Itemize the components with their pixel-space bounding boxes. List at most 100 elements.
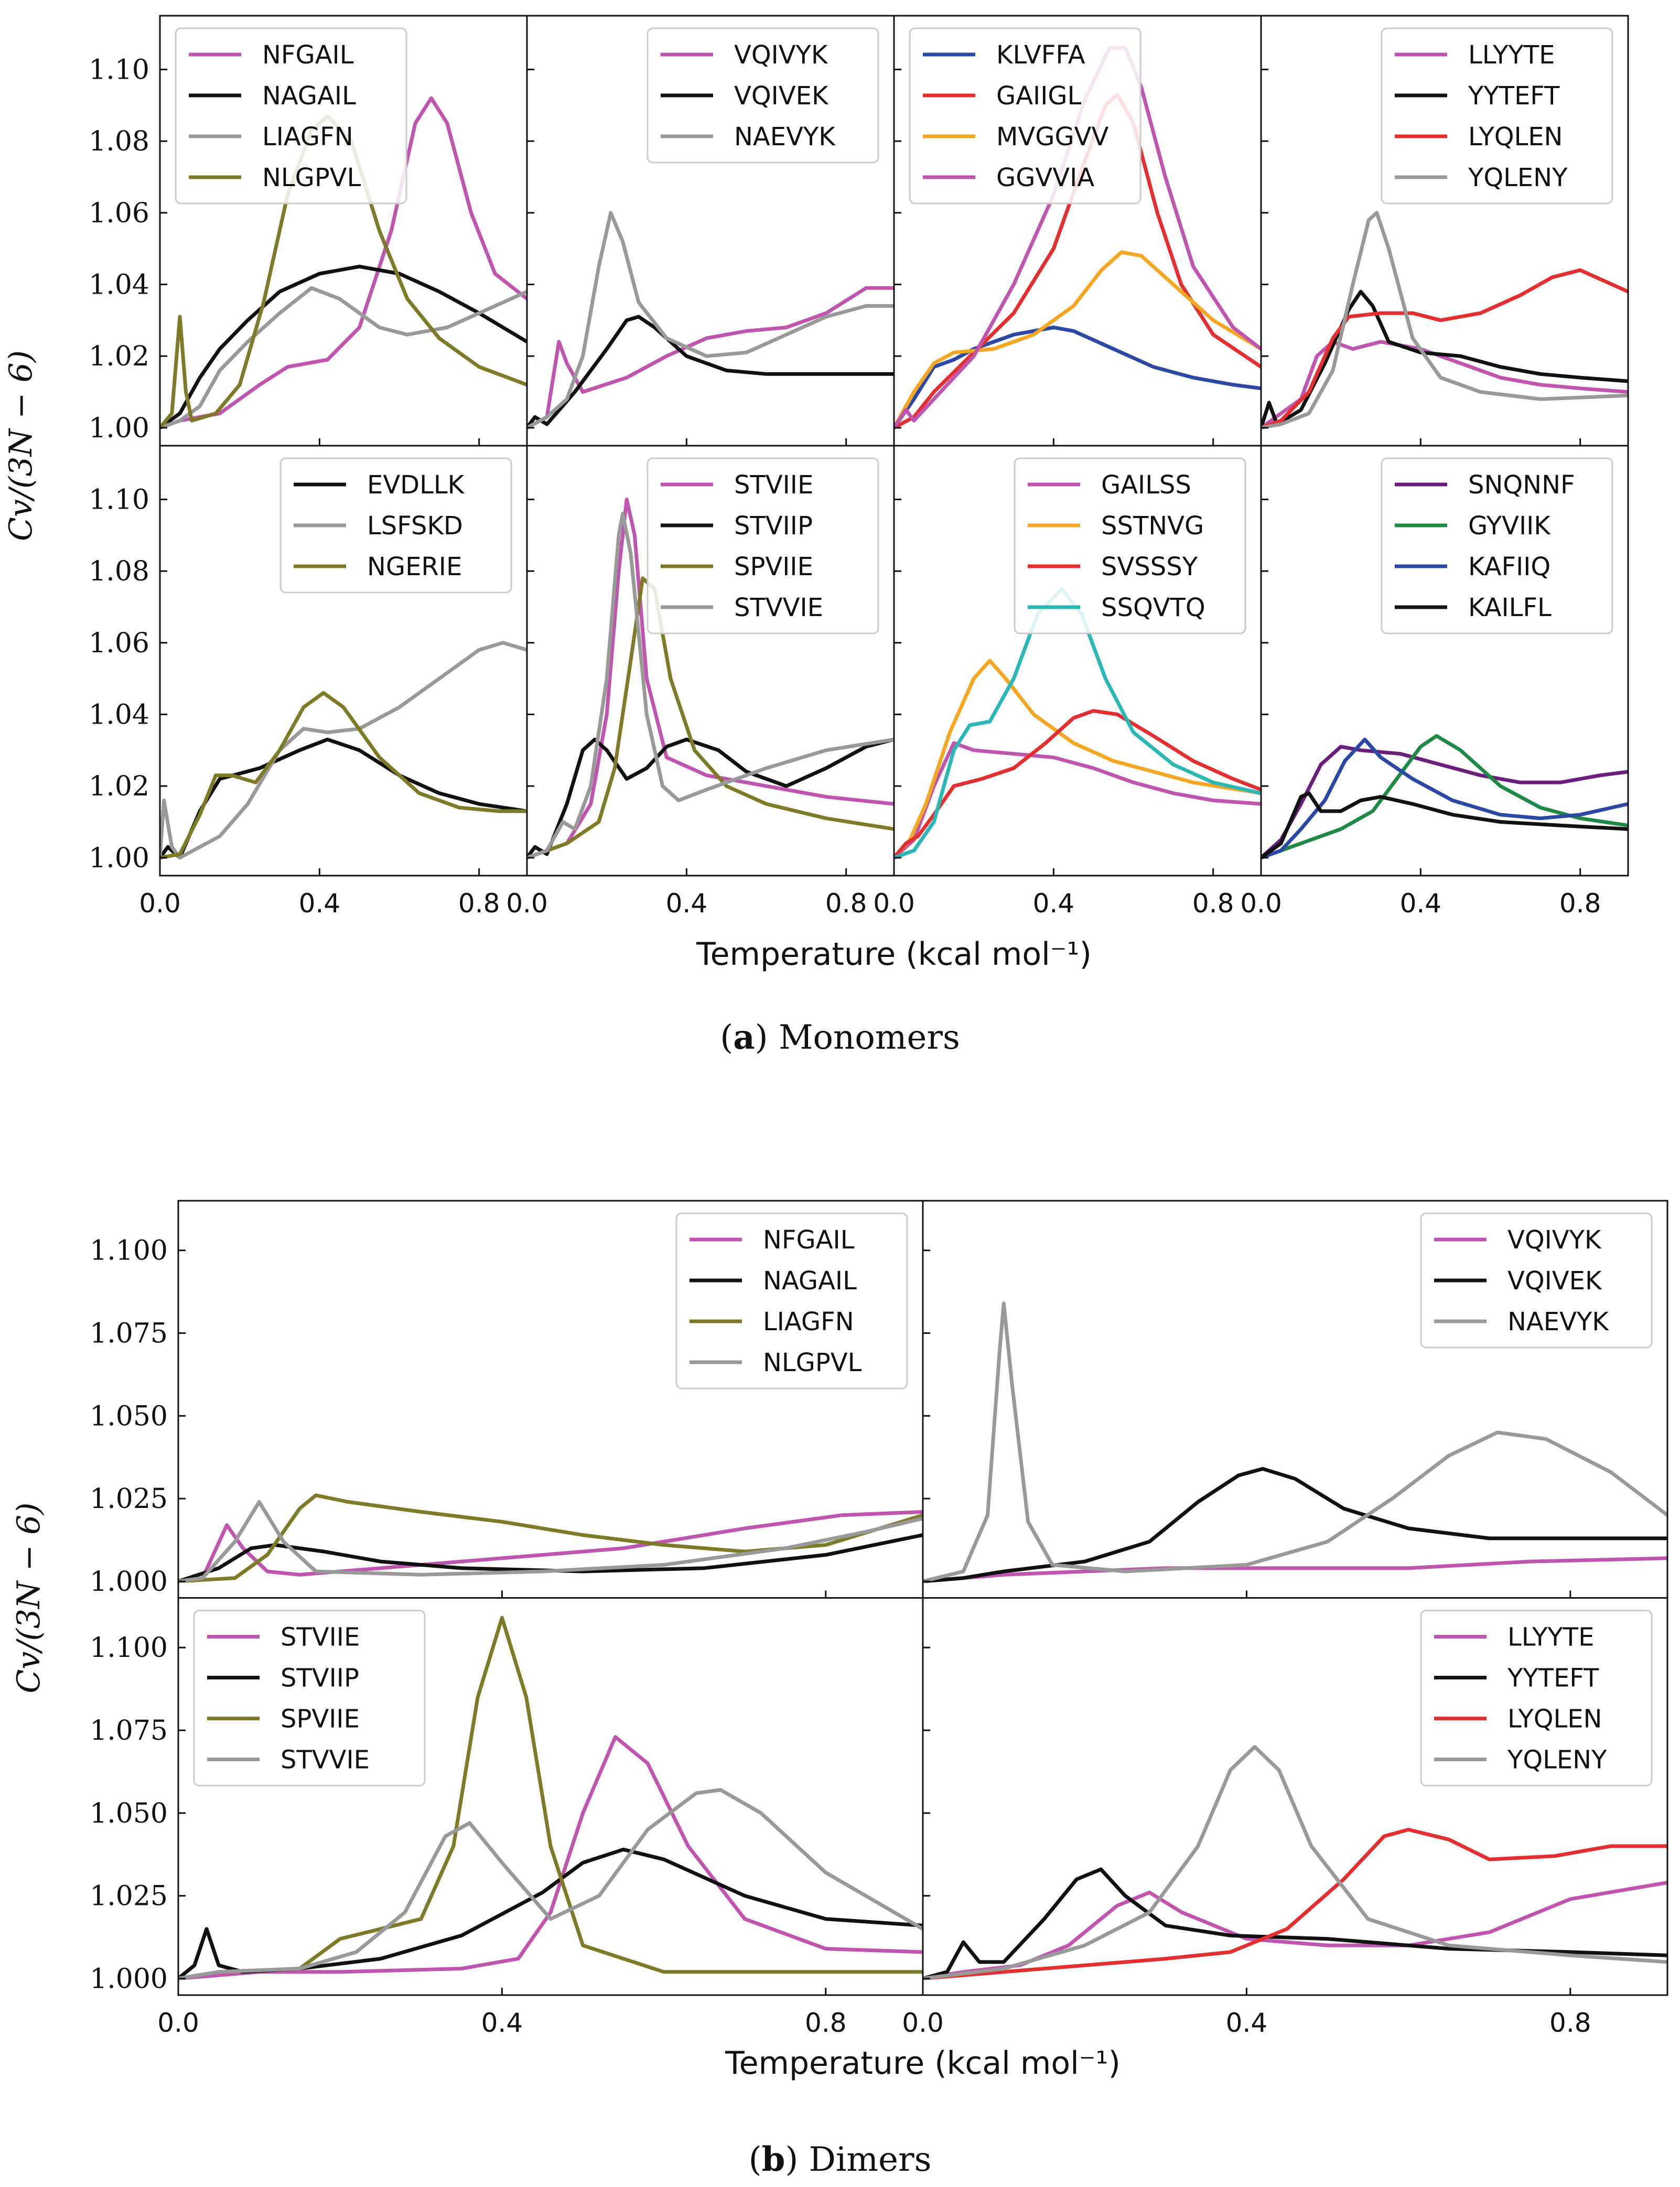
legend-box — [1381, 27, 1613, 204]
legend-box — [1014, 457, 1246, 634]
legend-label-mvggvv: MVGGVV — [996, 122, 1108, 152]
series-line-stviie — [527, 498, 894, 860]
series-line-stvvie — [178, 1788, 923, 1980]
monomers-panel-5: EVDLLK LSFSKD NGERIE 1.00 1.02 1.04 1.06 1.08 1.… — [89, 445, 528, 919]
series-line-nfgail — [160, 96, 527, 430]
x-tick-label: 0.8 — [1549, 2008, 1591, 2038]
x-tick-label: 0.8 — [458, 888, 500, 919]
legend-label-spviie: SPVIIE — [734, 552, 813, 581]
x-tick-label: 0.4 — [299, 888, 341, 919]
monomers-panel-2: VQIVYK VQIVEK NAEVYK — [526, 15, 895, 447]
legend-box — [1420, 1610, 1653, 1786]
y-axis-label: Cv/(3N − 6) — [10, 1502, 47, 1693]
series-line-yqleny — [923, 1745, 1667, 1980]
y-tick-label: 1.04 — [89, 270, 149, 301]
legend-label-ngerie: NGERIE — [367, 552, 462, 581]
series-line-yyteft — [1261, 289, 1628, 430]
legend-label-stviie: STVIIE — [281, 1623, 360, 1652]
x-tick-label: 0.0 — [157, 2008, 199, 2038]
legend-box — [1420, 1212, 1653, 1349]
legend-label-evdllk: EVDLLK — [367, 470, 465, 500]
monomers-panel-1: NFGAIL NAGAIL LIAGFN NLGPVL 1.00 1.02 1.04 1.06… — [89, 15, 528, 447]
x-tick-label: 0.8 — [1192, 888, 1234, 919]
series-line-lsfskd — [160, 641, 527, 860]
series-line-stviip — [178, 1847, 923, 1980]
y-tick-label: 1.075 — [90, 1715, 168, 1747]
y-tick-label: 1.100 — [90, 1235, 168, 1267]
legend-label-nlgpvl: NLGPVL — [262, 163, 361, 192]
series-line-kailfl — [1261, 791, 1628, 860]
y-tick-label: 1.000 — [90, 1566, 168, 1598]
x-tick-label: 0.0 — [1240, 888, 1282, 919]
legend-box — [193, 1610, 426, 1786]
legend: NFGAIL NAGAIL LIAGFN NLGPVL — [675, 1212, 908, 1389]
legend-label-ssqvtq: SSQVTQ — [1101, 593, 1205, 622]
y-tick-label: 1.06 — [89, 198, 149, 229]
legend-label-liagfn: LIAGFN — [763, 1307, 854, 1337]
y-tick-label: 1.08 — [89, 556, 149, 587]
legend-label-yqleny: YQLENY — [1468, 163, 1568, 192]
series-line-ngerie — [160, 691, 527, 860]
legend-label-stviip: STVIIP — [734, 511, 813, 541]
legend-label-yyteft: YYTEFT — [1468, 81, 1560, 111]
legend-label-kailfl: KAILFL — [1468, 593, 1552, 622]
x-tick-label: 0.8 — [825, 888, 867, 919]
monomers-panel-4: LLYYTE YYTEFT LYQLEN YQLENY — [1260, 15, 1629, 447]
y-tick-label: 1.025 — [90, 1483, 168, 1515]
series-line-stvvie — [527, 512, 894, 860]
series-line-yyteft — [923, 1867, 1667, 1980]
dimers-panel-2: VQIVYK VQIVEK NAEVYK — [922, 1200, 1668, 1599]
monomers-panel-6: STVIIE STVIIP SPVIIE STVVIE 0.0 0.4 0.8 — [506, 445, 895, 919]
legend-label-llyyte: LLYYTE — [1468, 40, 1555, 70]
legend-label-yyteft: YYTEFT — [1507, 1664, 1599, 1693]
series-line-yqleny — [1261, 211, 1628, 430]
x-tick-label: 0.4 — [666, 888, 708, 919]
y-tick-label: 1.000 — [90, 1963, 168, 1995]
series-line-nagail — [160, 264, 527, 430]
legend: LLYYTE YYTEFT LYQLEN YQLENY — [1381, 27, 1613, 204]
y-axis-label: Cv/(3N − 6) — [3, 350, 39, 541]
legend-label-nlgpvl: NLGPVL — [763, 1348, 862, 1377]
legend-label-snqnnf: SNQNNF — [1468, 470, 1575, 500]
legend-box — [647, 457, 879, 634]
legend-box — [675, 1212, 908, 1389]
legend-label-gyviik: GYVIIK — [1468, 511, 1551, 541]
series-line-vqivek — [527, 315, 894, 430]
y-tick-label: 1.06 — [89, 628, 149, 659]
dimers-panel-3: STVIIE STVIIP SPVIIE STVVIE 1.000 1.025 1.050 1… — [90, 1597, 924, 2038]
panel-frame — [922, 1597, 1668, 1996]
y-tick-label: 1.10 — [89, 55, 149, 86]
series-line-vqivyk — [923, 1556, 1667, 1583]
legend-label-gaiigl: GAIIGL — [996, 81, 1082, 111]
y-tick-label: 1.04 — [89, 699, 149, 731]
y-tick-label: 1.02 — [89, 341, 149, 372]
legend-label-svsssy: SVSSSY — [1101, 552, 1198, 581]
y-tick-label: 1.00 — [89, 413, 149, 444]
y-tick-label: 1.00 — [89, 843, 149, 874]
legend-label-nfgail: NFGAIL — [763, 1225, 855, 1255]
y-tick-label: 1.050 — [90, 1400, 168, 1432]
dimers-panel-4: LLYYTE YYTEFT LYQLEN YQLENY 0.0 0.4 0.8 — [902, 1597, 1668, 2038]
legend-label-stviie: STVIIE — [734, 470, 813, 500]
legend-label-liagfn: LIAGFN — [262, 122, 353, 152]
y-tick-label: 1.10 — [89, 484, 149, 516]
legend-box — [909, 27, 1141, 204]
caption-dimers: (b) Dimers — [749, 2140, 932, 2179]
legend-label-vqivek: VQIVEK — [734, 81, 829, 111]
legend-label-spviie: SPVIIE — [281, 1705, 360, 1734]
series-line-stviip — [527, 737, 894, 860]
series-line-snqnnf — [1261, 745, 1628, 860]
series-line-liagfn — [160, 286, 527, 430]
series-line-kafiiq — [1261, 737, 1628, 860]
legend: GAILSS SSTNVG SVSSSY SSQVTQ — [1014, 457, 1246, 634]
series-line-vqivek — [923, 1467, 1667, 1583]
legend-box — [647, 27, 879, 164]
legend-box — [279, 457, 512, 594]
legend-label-klvffa: KLVFFA — [996, 40, 1085, 70]
series-line-sstnvg — [894, 659, 1261, 860]
legend-label-vqivyk: VQIVYK — [1507, 1225, 1602, 1255]
y-tick-label: 1.100 — [90, 1632, 168, 1664]
legend-label-stvvie: STVVIE — [734, 593, 823, 622]
legend-label-yqleny: YQLENY — [1507, 1746, 1607, 1775]
legend-label-nagail: NAGAIL — [763, 1266, 857, 1296]
